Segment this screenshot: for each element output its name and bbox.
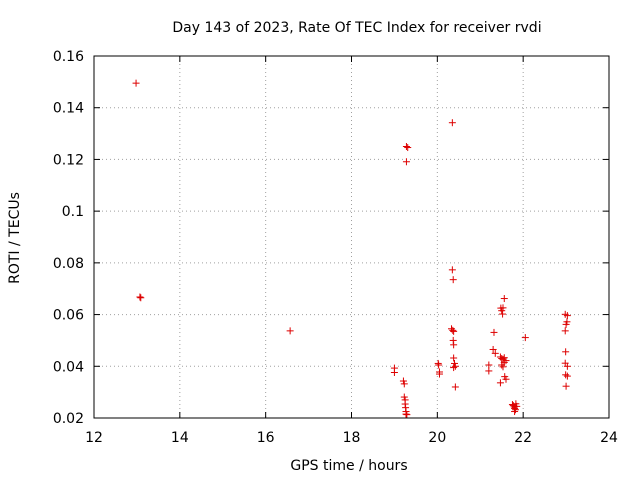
data-point: [450, 327, 458, 335]
data-point: [561, 327, 569, 335]
y-tick-label: 0.08: [53, 256, 84, 272]
data-point: [511, 408, 519, 416]
x-tick-label: 22: [514, 430, 532, 446]
data-point: [511, 406, 519, 414]
data-point: [136, 293, 144, 301]
data-point: [137, 294, 145, 302]
data-point: [132, 79, 140, 87]
data-point: [450, 354, 458, 362]
data-point: [491, 349, 499, 357]
data-point: [448, 266, 456, 274]
y-tick-label: 0.04: [53, 359, 84, 375]
data-point: [485, 361, 493, 369]
x-tick-label: 12: [85, 430, 103, 446]
data-point: [502, 375, 510, 383]
data-point: [562, 320, 570, 328]
data-point: [404, 144, 412, 152]
y-tick-label: 0.02: [53, 411, 84, 427]
chart-title: Day 143 of 2023, Rate Of TEC Index for r…: [172, 20, 541, 36]
y-tick-label: 0.06: [53, 308, 84, 324]
data-point: [562, 382, 570, 390]
data-point: [402, 410, 410, 418]
data-point: [449, 276, 457, 284]
data-point: [390, 368, 398, 376]
data-point: [562, 371, 570, 379]
data-point: [490, 328, 498, 336]
y-tick-label: 0.1: [62, 204, 84, 220]
data-point: [403, 411, 411, 419]
x-tick-label: 20: [428, 430, 446, 446]
data-point: [489, 345, 497, 353]
x-tick-label: 16: [257, 430, 275, 446]
data-point: [563, 362, 571, 370]
data-point: [500, 358, 508, 366]
axis-ticks: 12 14 16 18 20 22 24 0.02 0.04 0.06 0.08 0.1 0.12 0.1…: [53, 49, 618, 446]
grid-lines: [94, 56, 609, 418]
data-point: [400, 380, 408, 388]
y-tick-label: 0.12: [53, 152, 84, 168]
data-point: [485, 367, 493, 375]
data-point: [521, 334, 529, 342]
data-point: [451, 359, 458, 367]
data-point: [435, 370, 443, 378]
data-point: [435, 361, 443, 369]
data-point: [450, 364, 458, 372]
y-tick-label: 0.14: [53, 101, 84, 117]
data-point: [448, 119, 456, 127]
data-point: [499, 363, 507, 371]
x-tick-label: 14: [171, 430, 189, 446]
data-point: [496, 379, 504, 387]
y-axis-label: ROTI / TECUs: [7, 192, 23, 284]
data-point: [513, 402, 521, 410]
x-axis-label: GPS time / hours: [290, 458, 407, 474]
data-point: [563, 312, 571, 320]
data-point: [499, 310, 507, 318]
data-point: [451, 362, 459, 370]
data-point: [502, 357, 510, 365]
data-point: [402, 158, 410, 166]
data-point: [400, 393, 408, 401]
data-point: [500, 295, 508, 303]
data-point: [562, 348, 570, 356]
y-tick-label: 0.16: [53, 49, 84, 65]
data-point: [563, 372, 571, 380]
x-tick-label: 18: [343, 430, 361, 446]
data-point: [402, 143, 410, 150]
data-point: [451, 383, 459, 391]
data-point: [399, 377, 407, 385]
x-tick-label: 24: [600, 430, 618, 446]
data-point: [499, 355, 507, 363]
data-point: [499, 304, 507, 312]
data-points: [132, 79, 571, 419]
data-point: [449, 326, 457, 334]
data-point: [498, 307, 506, 315]
data-point: [450, 341, 458, 349]
data-point: [286, 327, 294, 335]
